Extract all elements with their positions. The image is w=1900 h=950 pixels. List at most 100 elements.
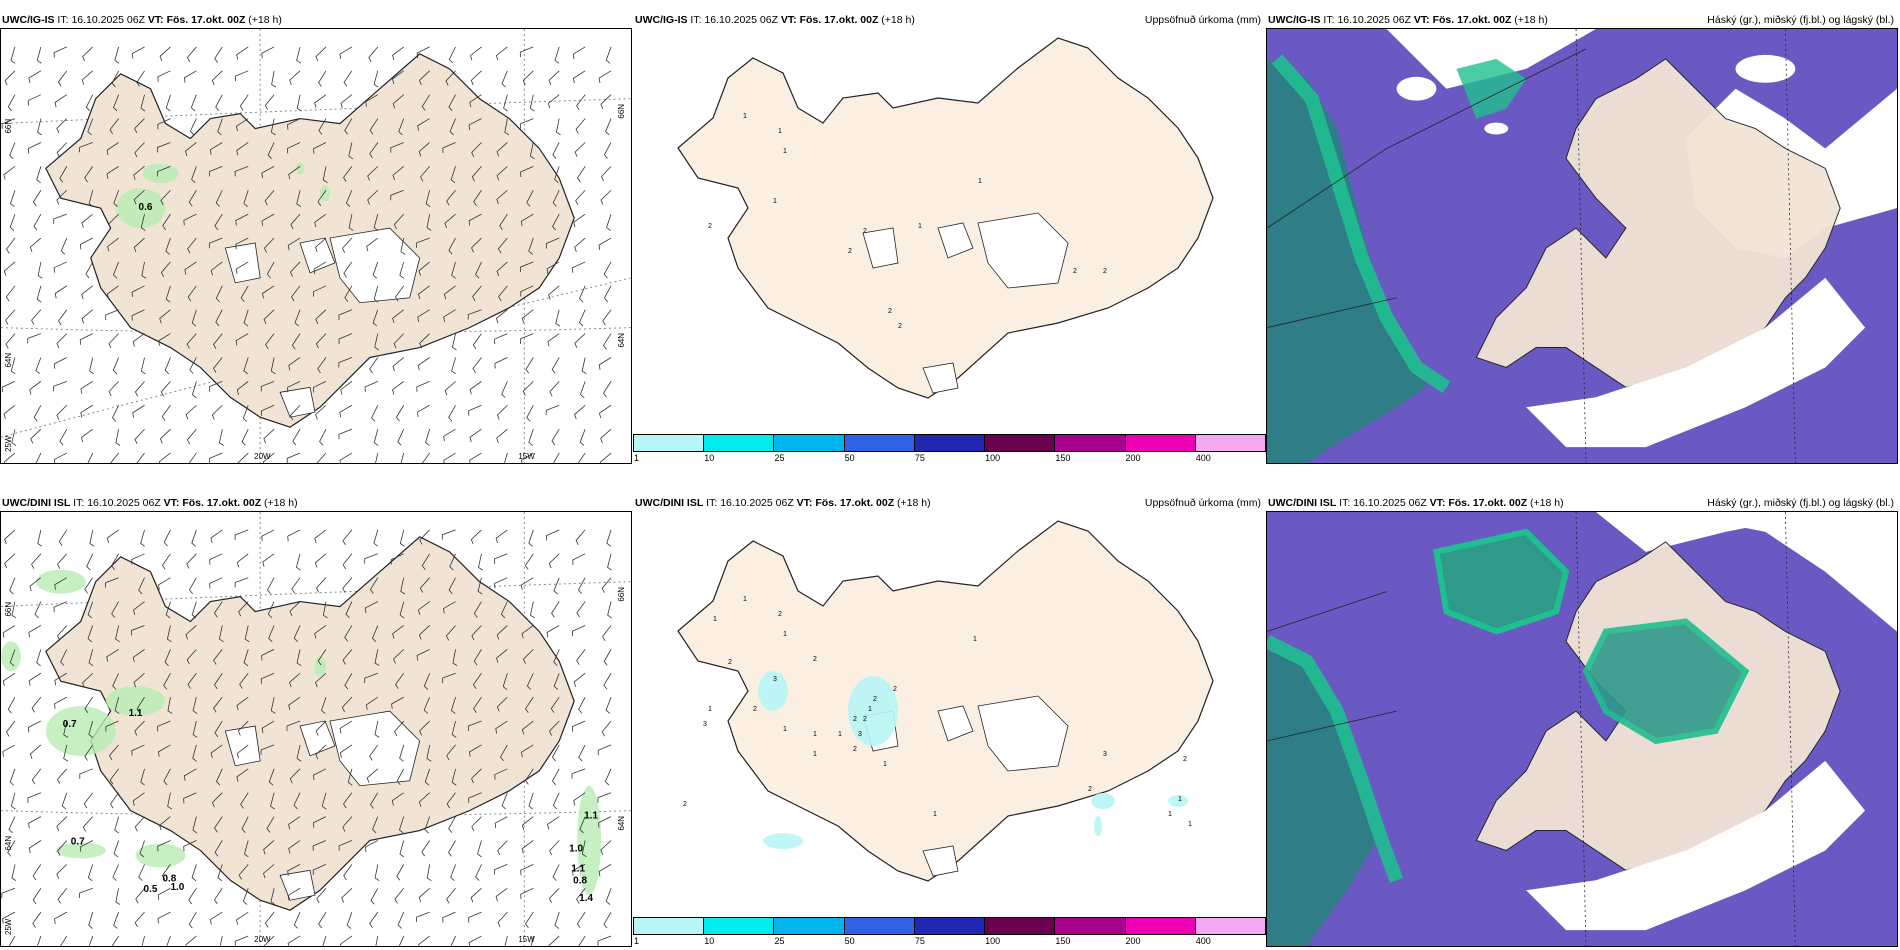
wind-barb (496, 142, 508, 157)
wind-barb (526, 673, 534, 690)
wind-barb (390, 189, 404, 201)
wind-barb (501, 70, 508, 88)
row2-precip-panel: UWC/DINI ISL IT: 16.10.2025 06Z VT: Fös.… (633, 495, 1266, 947)
wind-barb (237, 452, 249, 463)
wind-barb (497, 237, 508, 254)
wind-barb (215, 94, 223, 111)
wind-barb (421, 94, 430, 111)
wind-barb (89, 529, 95, 547)
wind-barb (134, 118, 145, 134)
wind-barb (393, 333, 405, 349)
wind-barb (399, 529, 405, 547)
wind-barb (373, 214, 379, 231)
wind-barb (28, 816, 42, 829)
wind-barb (576, 166, 586, 183)
wind-barb (261, 720, 275, 734)
wind-barb (191, 864, 197, 882)
wind-barb (418, 142, 430, 157)
wind-barb (85, 261, 94, 279)
wind-barb (85, 94, 94, 112)
wind-barb (80, 428, 93, 443)
precip-point-label: 1 (838, 731, 842, 738)
wind-barb (237, 720, 249, 736)
wind-barb (134, 911, 145, 928)
wind-barb (502, 673, 508, 690)
wind-barb (4, 529, 16, 545)
wind-barb (5, 309, 16, 325)
wind-barb (344, 625, 353, 642)
wind-barb (473, 696, 482, 713)
wind-barb (7, 696, 16, 714)
wind-barb (471, 142, 482, 158)
wind-barb (185, 935, 197, 946)
wind-barb (36, 46, 42, 64)
wind-barb (554, 166, 560, 184)
wind-barb (111, 553, 119, 570)
wind-barb (494, 357, 508, 369)
wind-barb (188, 888, 197, 905)
colorbar: 1 10 25 50 75 100 150 200 400 (633, 434, 1266, 464)
wind-barb (343, 70, 353, 87)
wind-barb (236, 696, 249, 711)
wind-barb (183, 792, 197, 804)
wind-barb (477, 840, 482, 858)
wind-barb (162, 213, 171, 231)
wind-barb (579, 381, 586, 399)
wind-barb (271, 70, 277, 88)
wind-barb (498, 285, 508, 302)
wind-barb (183, 70, 197, 83)
wind-barb (56, 118, 68, 134)
wind-barb (394, 285, 405, 302)
wind-barb (343, 864, 353, 881)
wind-barb (286, 452, 301, 463)
wind-barb (443, 601, 456, 614)
wind-barb (553, 577, 560, 595)
wind-barb (450, 864, 456, 881)
wind-barb (341, 887, 353, 903)
wind-barb (113, 94, 119, 112)
wind-barb (236, 118, 249, 132)
wind-barb (9, 649, 16, 667)
wind-barb (451, 261, 456, 279)
wind-barb (417, 118, 430, 131)
wind-barb (111, 405, 119, 422)
wind-barb (424, 768, 431, 786)
wind-barb (504, 452, 508, 463)
wind-barb (597, 792, 612, 803)
wind-barb (597, 935, 612, 946)
wind-barb (549, 720, 560, 736)
wind-barb (2, 744, 16, 757)
cloud-mid-band (1271, 54, 1451, 394)
wind-barb (58, 529, 68, 546)
wind-map-svg: 0.6 66N 66N 64N 64N 25W 20W 15W (1, 29, 631, 463)
colorbar-segment (843, 917, 915, 935)
wind-barb (165, 601, 171, 619)
wind-barb (53, 261, 67, 273)
colorbar-segment (703, 434, 775, 452)
wind-barb (261, 166, 275, 178)
wind-barb (449, 553, 456, 571)
iceland-landmass (677, 520, 1214, 882)
lon-label: 25W (4, 435, 13, 452)
wind-barb (528, 792, 534, 810)
wind-barb (451, 357, 456, 375)
wind-barb (576, 601, 586, 618)
wind-barb (553, 649, 560, 666)
wind-barb (421, 840, 430, 857)
wind-barb (289, 768, 301, 784)
wind-barb (266, 261, 275, 279)
wind-barb (61, 792, 68, 810)
precip-point-label: 2 (863, 716, 867, 723)
wind-barb (497, 840, 508, 856)
wind-barb (238, 601, 249, 617)
wind-barb (266, 577, 275, 594)
wind-barb (157, 840, 171, 852)
wind-barb (112, 673, 119, 690)
wind-barb (187, 285, 197, 302)
wind-barb (548, 70, 560, 86)
wind-barb (471, 166, 482, 182)
wind-barb (338, 309, 353, 320)
wind-barb (393, 213, 405, 230)
wind-barb (213, 696, 223, 713)
wind-barb (399, 261, 405, 279)
